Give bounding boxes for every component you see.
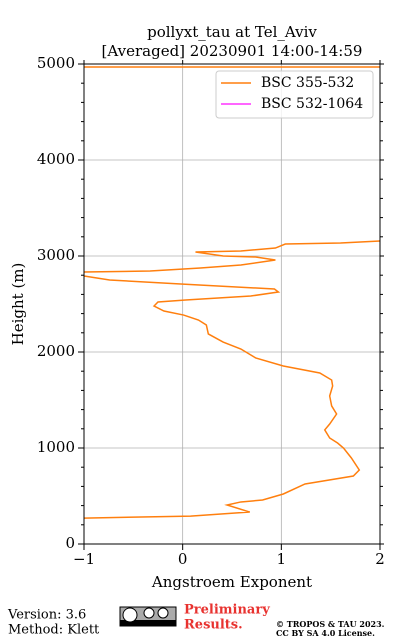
y-tick-label: 2000	[37, 342, 75, 360]
copyright: CC BY SA 4.0 License.	[276, 628, 375, 638]
data-line	[84, 66, 380, 519]
copyright: © TROPOS & TAU 2023.	[276, 619, 385, 629]
legend: BSC 355-532 BSC 532-1064	[215, 70, 374, 119]
legend-label: BSC 532-1064	[261, 96, 363, 112]
cc-logo	[119, 606, 177, 627]
x-tick-label: 1	[277, 550, 287, 568]
x-axis-label: Angstroem Exponent	[151, 573, 312, 591]
plot-frame	[83, 63, 381, 545]
y-tick-label: 4000	[37, 150, 75, 168]
chart-title: [Averaged] 20230901 14:00-14:59	[102, 42, 363, 60]
y-tick-label: 3000	[37, 246, 75, 264]
x-tick-label: 0	[178, 550, 188, 568]
x-tick-label: −1	[73, 550, 95, 568]
y-tick-label: 1000	[37, 438, 75, 456]
legend-box	[215, 70, 374, 119]
y-axis-label: Height (m)	[9, 263, 27, 346]
status: Preliminary	[184, 603, 270, 618]
chart-title: pollyxt_tau at Tel_Aviv	[147, 23, 317, 41]
status: Results.	[184, 618, 243, 633]
legend-label: BSC 355-532	[261, 75, 354, 91]
y-tick-label: 5000	[37, 54, 75, 72]
version: Version: 3.6	[7, 608, 86, 623]
x-tick-label: 2	[375, 550, 385, 568]
method: Method: Klett	[8, 623, 100, 638]
y-tick-label: 0	[65, 534, 75, 552]
